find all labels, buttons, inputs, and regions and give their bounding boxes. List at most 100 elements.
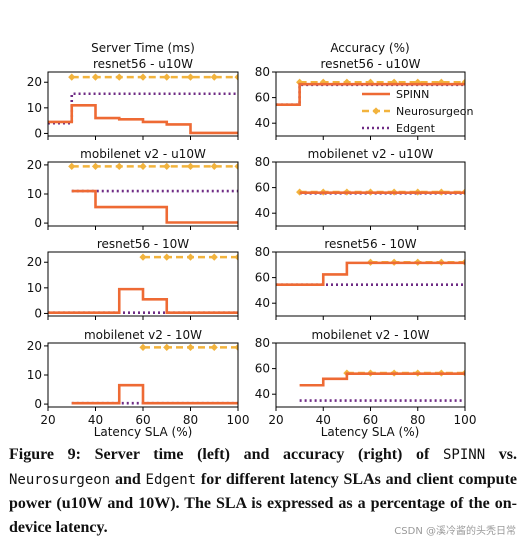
neurosurgeon-marker [210, 343, 218, 351]
neurosurgeon-marker [186, 73, 195, 81]
accuracy-header: Accuracy (%) [330, 41, 409, 55]
panel-accuracy-resnet56-u10w: resnet56 - u10W 40 60 80 [255, 57, 466, 140]
neurosurgeon-marker [139, 253, 147, 261]
panel-server-mobilenetv2-10w: mobilenet v2 - 10W 0 10 20 20 40 60 80 100 [27, 328, 250, 427]
panel-title: mobilenet v2 - u10W [308, 147, 434, 161]
neurosurgeon-marker [163, 343, 171, 351]
x-tick-label: 60 [363, 413, 378, 427]
x-tick-label: 20 [40, 413, 55, 427]
series-group [296, 188, 465, 196]
series-group [276, 258, 465, 286]
neurosurgeon-marker [115, 73, 123, 81]
series-group [276, 78, 465, 106]
neurosurgeon-marker [186, 343, 195, 351]
y-tick-label: 80 [255, 336, 270, 350]
series-line-spinn [71, 383, 238, 405]
x-tick-label: 40 [88, 413, 103, 427]
caption-tail: for different latency SLAs and client co… [9, 470, 517, 536]
y-tick-label: 10 [27, 187, 42, 201]
y-tick-label: 20 [27, 255, 42, 269]
y-tick-label: 80 [255, 65, 270, 79]
neurosurgeon-marker [139, 73, 147, 81]
caption-mid-2: and [110, 470, 146, 488]
series-line-spinn [299, 372, 465, 387]
series-line-spinn [276, 82, 465, 106]
caption-edgent: Edgent [145, 471, 197, 488]
neurosurgeon-marker [210, 73, 218, 81]
caption-spinn: SPINN [442, 447, 486, 463]
neurosurgeon-marker [163, 73, 171, 81]
neurosurgeon-marker [186, 253, 195, 261]
neurosurgeon-marker [234, 253, 238, 261]
plot-frame [47, 251, 239, 317]
caption-lead: Figure 9: Server time (left) and accurac… [9, 446, 443, 463]
y-tick-label: 40 [255, 387, 270, 401]
series-group [71, 343, 238, 405]
series-group [48, 73, 238, 135]
legend-label-spinn: SPINN [396, 88, 429, 101]
y-tick-label: 0 [34, 126, 42, 140]
x-tick-label: 60 [135, 413, 150, 427]
panel-accuracy-resnet56-10w: resnet56 - 10W 40 60 80 [255, 237, 466, 320]
panel-server-mobilenetv2-u10w: mobilenet v2 - u10W 0 10 20 [27, 147, 239, 230]
x-tick-label: 80 [183, 413, 198, 427]
y-tick-label: 40 [255, 296, 270, 310]
neurosurgeon-marker [163, 162, 171, 170]
panel-title: mobilenet v2 - 10W [84, 328, 202, 342]
legend-marker-neurosurgeon [372, 107, 380, 115]
y-tick-label: 80 [255, 245, 270, 259]
y-tick-label: 10 [27, 281, 42, 295]
panel-server-resnet56-u10w: resnet56 - u10W 0 10 20 [27, 57, 239, 140]
x-tick-label: 20 [268, 413, 283, 427]
neurosurgeon-marker [139, 162, 147, 170]
panel-title: mobilenet v2 - 10W [311, 328, 429, 342]
server-time-header: Server Time (ms) [91, 41, 195, 55]
neurosurgeon-marker [91, 162, 100, 170]
neurosurgeon-marker [91, 73, 100, 81]
neurosurgeon-marker [186, 162, 195, 170]
neurosurgeon-marker [234, 343, 238, 351]
y-tick-label: 40 [255, 116, 270, 130]
series-group [68, 162, 238, 224]
y-tick-label: 10 [27, 101, 42, 115]
caption-neurosurgeon: Neurosurgeon [9, 471, 111, 488]
neurosurgeon-marker [115, 162, 123, 170]
series-group [299, 369, 465, 402]
panel-title: resnet56 - 10W [324, 237, 416, 251]
panel-title: resnet56 - u10W [93, 57, 193, 71]
y-tick-label: 60 [255, 362, 270, 376]
x-tick-label: 80 [410, 413, 425, 427]
y-tick-label: 60 [255, 271, 270, 285]
y-tick-label: 20 [27, 75, 42, 89]
panel-title: mobilenet v2 - u10W [80, 147, 206, 161]
x-axis-label-left: Latency SLA (%) [94, 425, 193, 439]
series-group [48, 253, 238, 314]
watermark: CSDN @溪冷酱的头秃日常 [394, 526, 516, 537]
neurosurgeon-marker [163, 253, 171, 261]
legend-label-neurosurgeon: Neurosurgeon [396, 105, 473, 118]
x-tick-label: 100 [454, 413, 477, 427]
neurosurgeon-marker [68, 73, 76, 81]
neurosurgeon-marker [68, 162, 76, 170]
panel-accuracy-mobilenetv2-10w: mobilenet v2 - 10W 40 60 80 20 40 60 80 100 [255, 328, 477, 427]
panel-title: resnet56 - u10W [321, 57, 421, 71]
series-line-spinn [71, 189, 238, 224]
y-tick-label: 20 [27, 158, 42, 172]
figure-caption: Figure 9: Server time (left) and accurac… [9, 443, 517, 539]
caption-mid-1: vs. [485, 446, 517, 463]
plot-frame [47, 161, 239, 227]
legend-label-edgent: Edgent [396, 122, 436, 135]
y-tick-label: 0 [34, 397, 42, 411]
y-tick-label: 80 [255, 155, 270, 169]
x-tick-label: 100 [227, 413, 250, 427]
series-line-spinn [48, 287, 238, 314]
series-line-spinn [48, 103, 238, 135]
y-tick-label: 60 [255, 181, 270, 195]
neurosurgeon-marker [234, 162, 238, 170]
panel-accuracy-mobilenetv2-u10w: mobilenet v2 - u10W 40 60 80 [255, 147, 466, 230]
y-tick-label: 0 [34, 216, 42, 230]
y-tick-label: 20 [27, 339, 42, 353]
series-line-spinn [276, 261, 465, 286]
panel-title: resnet56 - 10W [97, 237, 189, 251]
figure-9-chart-grid: Server Time (ms) Accuracy (%) Latency SL… [27, 41, 477, 439]
